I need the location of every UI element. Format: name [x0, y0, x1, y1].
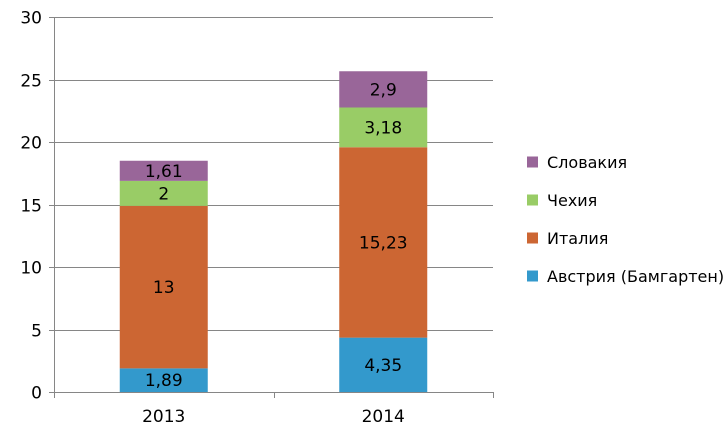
legend-swatch: [527, 270, 538, 282]
y-tick-label: 0: [31, 384, 42, 404]
x-tick-label-2014: 2014: [362, 407, 405, 427]
legend-swatch: [527, 232, 538, 244]
legend-label: Италия: [547, 229, 608, 248]
data-label: 13: [153, 278, 175, 298]
bar-segment-2013-2: [119, 180, 208, 206]
bar-segment-2014-1: [339, 147, 428, 338]
y-tick-label: 5: [31, 322, 42, 342]
data-label: 3,18: [364, 118, 402, 138]
legend-swatch: [527, 156, 538, 168]
bar-segment-2013-1: [119, 205, 208, 369]
data-label: 2: [158, 184, 169, 204]
bar-segment-2014-0: [339, 337, 428, 392]
legend-label: Словакия: [547, 153, 627, 172]
legend-label: Чехия: [547, 191, 597, 210]
data-labels: 1,89 13 21,61 4,35 15,23 3,18 2,9: [145, 80, 408, 391]
bar-segment-2013-0: [119, 368, 208, 392]
bar-segment-2014-3: [339, 71, 428, 108]
bar-segment-2013-3: [119, 160, 208, 181]
y-tick-label: 20: [20, 134, 42, 154]
y-tick-label: 25: [20, 72, 42, 92]
y-tick-label: 10: [20, 259, 42, 279]
bars: [119, 71, 428, 392]
data-label: 1,61: [145, 162, 183, 182]
data-label: 15,23: [359, 233, 408, 253]
data-label: 4,35: [364, 356, 402, 376]
y-tick-label: 30: [20, 9, 42, 29]
data-label: 2,9: [370, 80, 397, 100]
legend-swatch: [527, 194, 538, 206]
legend: Словакия Чехия Италия Австрия (Бамгартен): [527, 153, 724, 286]
x-tick-label-2013: 2013: [142, 407, 185, 427]
bar-segment-2014-2: [339, 107, 428, 148]
data-label: 1,89: [145, 371, 183, 391]
axes: 0 5 10 15 20 25 30 2013 2014: [20, 9, 494, 427]
y-tick-label: 15: [20, 197, 42, 217]
legend-label: Австрия (Бамгартен): [547, 267, 724, 286]
